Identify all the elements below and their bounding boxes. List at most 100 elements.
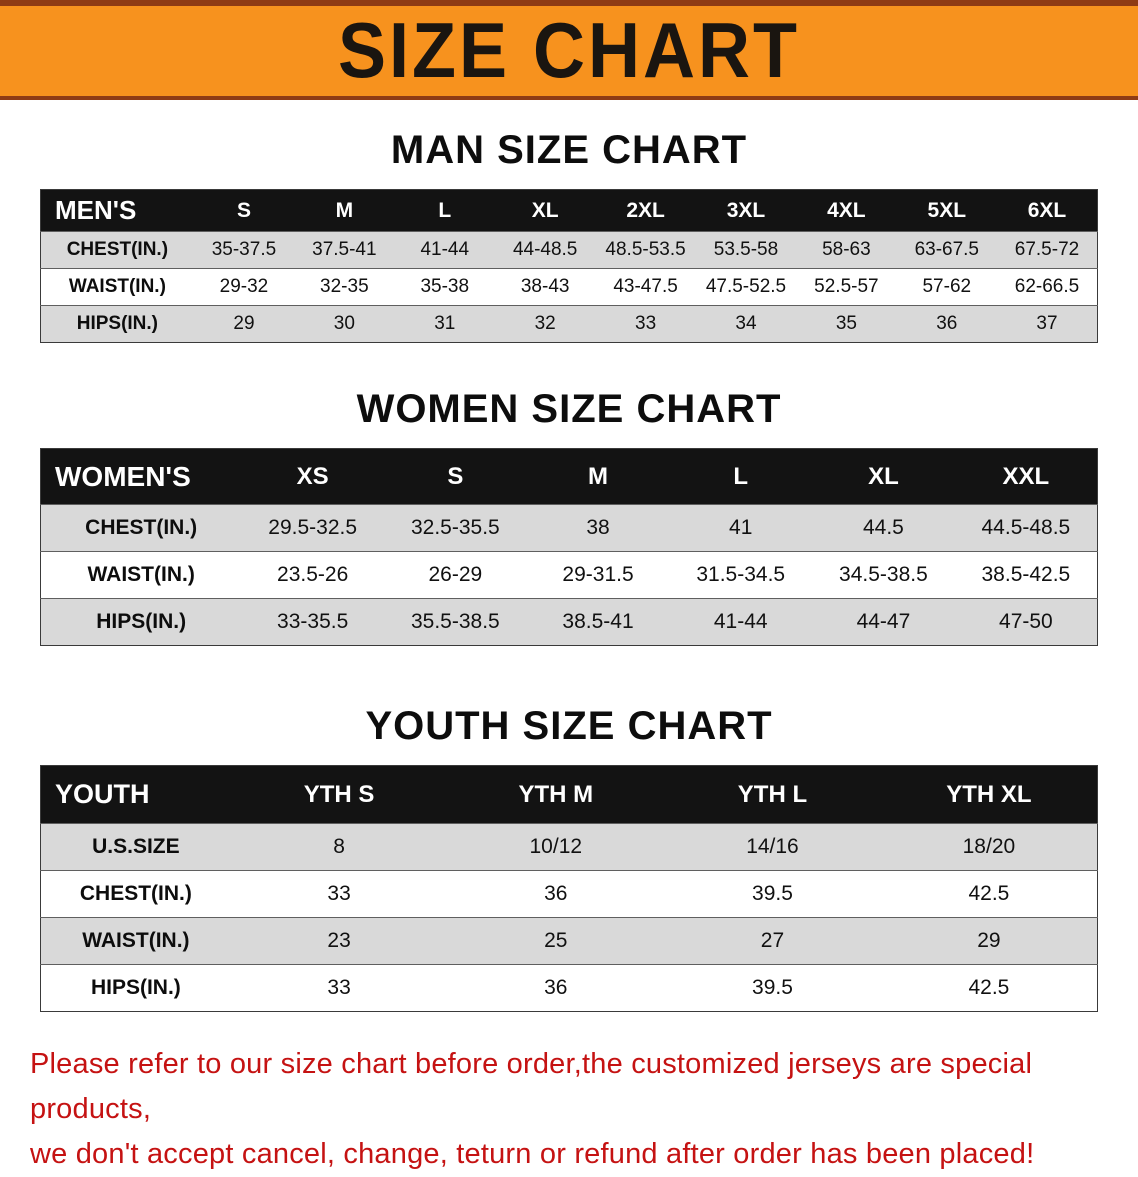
size-value-cell: 29.5-32.5 — [241, 504, 385, 552]
row-label: WAIST(IN.) — [40, 268, 194, 306]
men-size-table: MEN'S S M L XL 2XL 3XL 4XL 5XL 6XL CHEST(IN.) 35-37… — [40, 189, 1098, 343]
size-column-header: 4XL — [796, 189, 897, 232]
size-value-cell: 35 — [796, 305, 897, 343]
size-value-cell: 67.5-72 — [997, 231, 1098, 269]
size-column-header: M — [294, 189, 395, 232]
size-value-cell: 29-32 — [193, 268, 295, 306]
size-value-cell: 14/16 — [664, 823, 881, 871]
size-value-cell: 44-48.5 — [494, 231, 596, 269]
size-value-cell: 37.5-41 — [294, 231, 395, 269]
size-column-header: XL — [494, 189, 596, 232]
size-value-cell: 23 — [230, 917, 448, 965]
women-size-table: WOMEN'S XS S M L XL XXL CHEST(IN.) 29.5-32.5 32.5… — [40, 448, 1098, 646]
size-value-cell: 44.5 — [812, 504, 955, 552]
table-corner-label: MEN'S — [40, 189, 194, 232]
row-label: CHEST(IN.) — [40, 231, 194, 269]
row-label: HIPS(IN.) — [40, 598, 242, 646]
size-value-cell: 33-35.5 — [241, 598, 385, 646]
size-column-header: 3XL — [695, 189, 797, 232]
size-column-header: 6XL — [997, 189, 1098, 232]
size-value-cell: 29 — [880, 917, 1098, 965]
size-value-cell: 42.5 — [880, 870, 1098, 918]
size-value-cell: 23.5-26 — [241, 551, 385, 599]
size-column-header: YTH XL — [880, 765, 1098, 824]
size-column-header: M — [526, 448, 670, 505]
size-value-cell: 57-62 — [896, 268, 997, 306]
size-value-cell: 36 — [447, 870, 665, 918]
size-column-header: XXL — [954, 448, 1098, 505]
banner: SIZE CHART — [0, 0, 1138, 100]
size-column-header: YTH M — [447, 765, 665, 824]
table-header-row: MEN'S S M L XL 2XL 3XL 4XL 5XL 6XL — [40, 189, 1098, 232]
size-value-cell: 39.5 — [664, 964, 881, 1012]
size-value-cell: 33 — [595, 305, 696, 343]
size-value-cell: 39.5 — [664, 870, 881, 918]
row-label: WAIST(IN.) — [40, 917, 231, 965]
size-value-cell: 38 — [526, 504, 670, 552]
size-value-cell: 32.5-35.5 — [384, 504, 527, 552]
size-value-cell: 18/20 — [880, 823, 1098, 871]
size-value-cell: 47-50 — [954, 598, 1098, 646]
footnote: Please refer to our size chart before or… — [30, 1042, 1108, 1177]
size-value-cell: 35.5-38.5 — [384, 598, 527, 646]
size-value-cell: 38.5-42.5 — [954, 551, 1098, 599]
size-value-cell: 52.5-57 — [796, 268, 897, 306]
size-value-cell: 34 — [695, 305, 797, 343]
table-row: CHEST(IN.) 29.5-32.5 32.5-35.5 38 41 44.5 44.5… — [40, 504, 1098, 552]
row-label: WAIST(IN.) — [40, 551, 242, 599]
table-header-row: WOMEN'S XS S M L XL XXL — [40, 448, 1098, 505]
size-value-cell: 36 — [896, 305, 997, 343]
size-value-cell: 38.5-41 — [526, 598, 670, 646]
table-row: WAIST(IN.) 29-32 32-35 35-38 38-43 43-47.5 47.… — [40, 268, 1098, 306]
size-column-header: S — [384, 448, 527, 505]
row-label: U.S.SIZE — [40, 823, 231, 871]
size-value-cell: 25 — [447, 917, 665, 965]
youth-section-heading: YOUTH SIZE CHART — [365, 704, 773, 748]
table-row: HIPS(IN.) 29 30 31 32 33 34 35 36 37 — [40, 305, 1098, 343]
size-value-cell: 33 — [230, 964, 448, 1012]
size-value-cell: 36 — [447, 964, 665, 1012]
table-row: WAIST(IN.) 23.5-26 26-29 29-31.5 31.5-34.5 34… — [40, 551, 1098, 599]
size-column-header: L — [669, 448, 813, 505]
size-value-cell: 26-29 — [384, 551, 527, 599]
size-value-cell: 47.5-52.5 — [695, 268, 797, 306]
size-value-cell: 63-67.5 — [896, 231, 997, 269]
size-value-cell: 62-66.5 — [997, 268, 1098, 306]
size-value-cell: 41-44 — [669, 598, 813, 646]
table-row: CHEST(IN.) 35-37.5 37.5-41 41-44 44-48.5 48.5… — [40, 231, 1098, 269]
size-column-header: XL — [812, 448, 955, 505]
size-column-header: S — [193, 189, 295, 232]
size-value-cell: 41 — [669, 504, 813, 552]
size-value-cell: 42.5 — [880, 964, 1098, 1012]
size-value-cell: 31.5-34.5 — [669, 551, 813, 599]
size-value-cell: 31 — [394, 305, 495, 343]
table-row: HIPS(IN.) 33-35.5 35.5-38.5 38.5-41 41-44 44-… — [40, 598, 1098, 646]
table-header-row: YOUTH YTH S YTH M YTH L YTH XL — [40, 765, 1098, 824]
size-value-cell: 29-31.5 — [526, 551, 670, 599]
size-value-cell: 37 — [997, 305, 1098, 343]
row-label: CHEST(IN.) — [40, 870, 231, 918]
men-section-heading: MAN SIZE CHART — [390, 128, 748, 172]
size-value-cell: 48.5-53.5 — [595, 231, 696, 269]
table-row: WAIST(IN.) 23 25 27 29 — [40, 917, 1098, 965]
size-value-cell: 41-44 — [394, 231, 495, 269]
size-value-cell: 32 — [494, 305, 596, 343]
size-value-cell: 8 — [230, 823, 448, 871]
row-label: HIPS(IN.) — [40, 964, 231, 1012]
size-value-cell: 30 — [294, 305, 395, 343]
table-row: U.S.SIZE 8 10/12 14/16 18/20 — [40, 823, 1098, 871]
size-value-cell: 27 — [664, 917, 881, 965]
women-section-heading: WOMEN SIZE CHART — [356, 387, 782, 431]
size-value-cell: 44-47 — [812, 598, 955, 646]
table-row: CHEST(IN.) 33 36 39.5 42.5 — [40, 870, 1098, 918]
size-value-cell: 32-35 — [294, 268, 395, 306]
size-column-header: L — [394, 189, 495, 232]
banner-title: SIZE CHART — [338, 7, 800, 95]
size-value-cell: 44.5-48.5 — [954, 504, 1098, 552]
size-value-cell: 35-37.5 — [193, 231, 295, 269]
size-value-cell: 34.5-38.5 — [812, 551, 955, 599]
size-column-header: YTH L — [664, 765, 881, 824]
size-value-cell: 10/12 — [447, 823, 665, 871]
size-value-cell: 43-47.5 — [595, 268, 696, 306]
size-column-header: 2XL — [595, 189, 696, 232]
